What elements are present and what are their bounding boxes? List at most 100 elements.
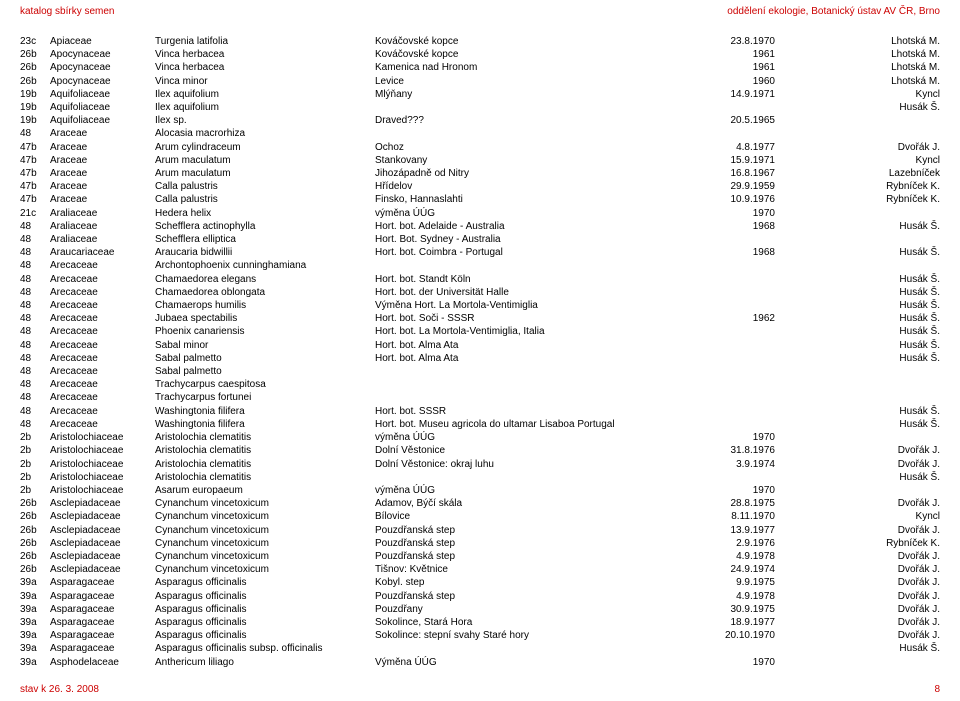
row-collector bbox=[785, 365, 940, 378]
table-row: 48ArecaceaeSabal palmettoHort. bot. Alma… bbox=[20, 352, 940, 365]
row-species: Asparagus officinalis bbox=[155, 629, 375, 642]
row-family: Asparagaceae bbox=[50, 590, 155, 603]
row-code: 47b bbox=[20, 154, 50, 167]
row-species: Chamaedorea oblongata bbox=[155, 286, 375, 299]
row-code: 26b bbox=[20, 48, 50, 61]
row-locality: Hort. bot. Adelaide - Australia bbox=[375, 220, 660, 233]
table-row: 39aAsparagaceaeAsparagus officinalisSoko… bbox=[20, 616, 940, 629]
row-locality bbox=[375, 365, 660, 378]
table-row: 48ArecaceaeChamaedorea elegansHort. bot.… bbox=[20, 273, 940, 286]
row-species: Sabal minor bbox=[155, 339, 375, 352]
row-collector bbox=[785, 233, 940, 246]
row-locality: Sokolince, Stará Hora bbox=[375, 616, 660, 629]
row-family: Arecaceae bbox=[50, 418, 155, 431]
row-family: Asclepiadaceae bbox=[50, 497, 155, 510]
row-species: Cynanchum vincetoxicum bbox=[155, 550, 375, 563]
row-locality: Kobyl. step bbox=[375, 576, 660, 589]
row-date: 2.9.1976 bbox=[660, 537, 785, 550]
row-date bbox=[660, 378, 785, 391]
row-code: 39a bbox=[20, 603, 50, 616]
row-locality: Ochoz bbox=[375, 141, 660, 154]
row-date: 8.11.1970 bbox=[660, 510, 785, 523]
table-row: 2bAristolochiaceaeAristolochia clematiti… bbox=[20, 431, 940, 444]
row-locality: Hort. bot. der Universität Halle bbox=[375, 286, 660, 299]
row-date bbox=[660, 273, 785, 286]
row-code: 26b bbox=[20, 497, 50, 510]
row-species: Cynanchum vincetoxicum bbox=[155, 524, 375, 537]
table-row: 47bAraceaeArum maculatumStankovany15.9.1… bbox=[20, 154, 940, 167]
row-species: Asparagus officinalis bbox=[155, 616, 375, 629]
row-locality: Pouzdřanská step bbox=[375, 524, 660, 537]
row-species: Araucaria bidwillii bbox=[155, 246, 375, 259]
table-row: 26bAsclepiadaceaeCynanchum vincetoxicumP… bbox=[20, 537, 940, 550]
row-date bbox=[660, 471, 785, 484]
row-collector bbox=[785, 207, 940, 220]
table-row: 48ArecaceaeSabal minorHort. bot. Alma At… bbox=[20, 339, 940, 352]
row-family: Arecaceae bbox=[50, 325, 155, 338]
row-species: Cynanchum vincetoxicum bbox=[155, 563, 375, 576]
row-locality: Pouzdřany bbox=[375, 603, 660, 616]
row-species: Arum maculatum bbox=[155, 167, 375, 180]
row-family: Araceae bbox=[50, 180, 155, 193]
row-code: 48 bbox=[20, 127, 50, 140]
row-date bbox=[660, 299, 785, 312]
row-code: 26b bbox=[20, 524, 50, 537]
row-collector: Dvořák J. bbox=[785, 563, 940, 576]
row-family: Araceae bbox=[50, 154, 155, 167]
row-code: 26b bbox=[20, 61, 50, 74]
row-locality: výměna ÚÚG bbox=[375, 207, 660, 220]
row-family: Asclepiadaceae bbox=[50, 563, 155, 576]
row-locality: Hort. bot. La Mortola-Ventimiglia, Itali… bbox=[375, 325, 660, 338]
row-code: 39a bbox=[20, 629, 50, 642]
row-species: Ilex aquifolium bbox=[155, 101, 375, 114]
row-species: Alocasia macrorhiza bbox=[155, 127, 375, 140]
row-date bbox=[660, 365, 785, 378]
table-row: 23cApiaceaeTurgenia latifoliaKováčovské … bbox=[20, 35, 940, 48]
row-code: 48 bbox=[20, 378, 50, 391]
row-date: 1961 bbox=[660, 61, 785, 74]
row-species: Washingtonia filifera bbox=[155, 418, 375, 431]
row-date: 13.9.1977 bbox=[660, 524, 785, 537]
row-family: Asparagaceae bbox=[50, 616, 155, 629]
row-collector bbox=[785, 656, 940, 669]
table-row: 26bAsclepiadaceaeCynanchum vincetoxicumP… bbox=[20, 524, 940, 537]
row-code: 47b bbox=[20, 141, 50, 154]
table-row: 48ArecaceaeChamaedorea oblongataHort. bo… bbox=[20, 286, 940, 299]
row-collector: Husák Š. bbox=[785, 273, 940, 286]
row-code: 26b bbox=[20, 537, 50, 550]
table-row: 48ArecaceaePhoenix canariensisHort. bot.… bbox=[20, 325, 940, 338]
table-row: 26bApocynaceaeVinca herbaceaKováčovské k… bbox=[20, 48, 940, 61]
row-family: Aquifoliaceae bbox=[50, 114, 155, 127]
table-row: 2bAristolochiaceaeAsarum europaeumvýměna… bbox=[20, 484, 940, 497]
row-code: 19b bbox=[20, 114, 50, 127]
row-locality bbox=[375, 391, 660, 404]
row-family: Apiaceae bbox=[50, 35, 155, 48]
row-locality: Sokolince: stepní svahy Staré hory bbox=[375, 629, 660, 642]
row-family: Arecaceae bbox=[50, 273, 155, 286]
row-collector: Husák Š. bbox=[785, 339, 940, 352]
row-collector: Husák Š. bbox=[785, 471, 940, 484]
row-collector: Husák Š. bbox=[785, 220, 940, 233]
row-collector: Lhotská M. bbox=[785, 48, 940, 61]
row-locality: Bílovice bbox=[375, 510, 660, 523]
row-family: Aquifoliaceae bbox=[50, 101, 155, 114]
table-row: 39aAsparagaceaeAsparagus officinalisPouz… bbox=[20, 590, 940, 603]
row-locality: Hort. bot. Coimbra - Portugal bbox=[375, 246, 660, 259]
row-date: 1961 bbox=[660, 48, 785, 61]
row-code: 48 bbox=[20, 405, 50, 418]
row-collector: Husák Š. bbox=[785, 246, 940, 259]
row-species: Asarum europaeum bbox=[155, 484, 375, 497]
row-species: Aristolochia clematitis bbox=[155, 444, 375, 457]
row-code: 2b bbox=[20, 458, 50, 471]
row-collector: Lhotská M. bbox=[785, 35, 940, 48]
row-collector: Dvořák J. bbox=[785, 629, 940, 642]
page-footer: stav k 26. 3. 2008 8 bbox=[20, 684, 940, 695]
table-row: 26bApocynaceaeVinca minorLevice1960Lhots… bbox=[20, 75, 940, 88]
row-species: Phoenix canariensis bbox=[155, 325, 375, 338]
row-species: Schefflera elliptica bbox=[155, 233, 375, 246]
row-date: 14.9.1971 bbox=[660, 88, 785, 101]
row-date: 1968 bbox=[660, 220, 785, 233]
row-date bbox=[660, 325, 785, 338]
row-species: Cynanchum vincetoxicum bbox=[155, 537, 375, 550]
row-collector: Dvořák J. bbox=[785, 524, 940, 537]
